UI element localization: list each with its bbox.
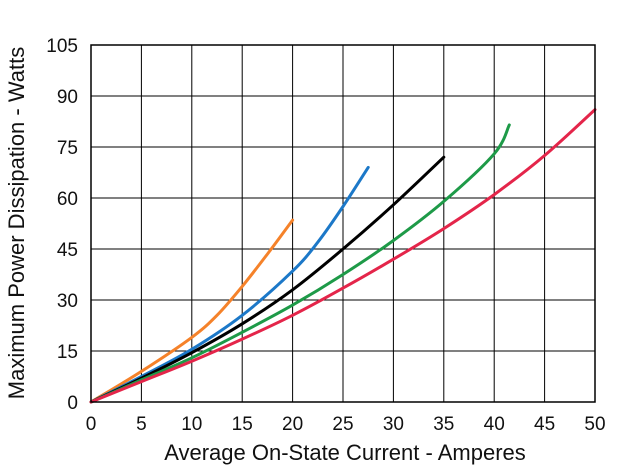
x-axis-label: Average On-State Current - Amperes bbox=[164, 440, 526, 465]
plot-border bbox=[90, 44, 596, 403]
y-tick-label: 105 bbox=[46, 36, 78, 57]
x-tick-label: 35 bbox=[433, 414, 454, 435]
y-tick-label: 15 bbox=[57, 342, 78, 363]
x-tick-label: 50 bbox=[584, 414, 605, 435]
x-tick-label: 25 bbox=[332, 414, 353, 435]
series-line-4 bbox=[89, 123, 511, 404]
y-tick-label: 90 bbox=[57, 87, 78, 108]
x-tick-label: 5 bbox=[136, 414, 147, 435]
x-tick-label: 0 bbox=[86, 414, 97, 435]
x-tick-label: 20 bbox=[282, 414, 303, 435]
x-tick-label: 10 bbox=[181, 414, 202, 435]
tick-labels: 0 5 10 15 20 25 30 35 40 45 50 0 15 30 45 60 75 90 105 bbox=[46, 36, 605, 435]
x-tick-label: 45 bbox=[534, 414, 555, 435]
x-tick-label: 30 bbox=[383, 414, 404, 435]
plot-frame bbox=[90, 44, 596, 403]
series-line-5 bbox=[89, 108, 597, 404]
y-tick-label: 75 bbox=[57, 138, 78, 159]
y-tick-label: 0 bbox=[67, 393, 78, 414]
y-tick-label: 60 bbox=[57, 189, 78, 210]
series-line-1 bbox=[89, 218, 295, 404]
x-tick-label: 15 bbox=[232, 414, 253, 435]
x-tick-label: 40 bbox=[484, 414, 505, 435]
y-axis-label: Maximum Power Dissipation - Watts bbox=[4, 47, 29, 399]
series-line-2 bbox=[89, 165, 370, 404]
series-group bbox=[89, 108, 597, 404]
y-tick-label: 30 bbox=[57, 291, 78, 312]
grid bbox=[90, 44, 596, 403]
y-tick-label: 45 bbox=[57, 240, 78, 261]
series-line-3 bbox=[89, 155, 446, 404]
